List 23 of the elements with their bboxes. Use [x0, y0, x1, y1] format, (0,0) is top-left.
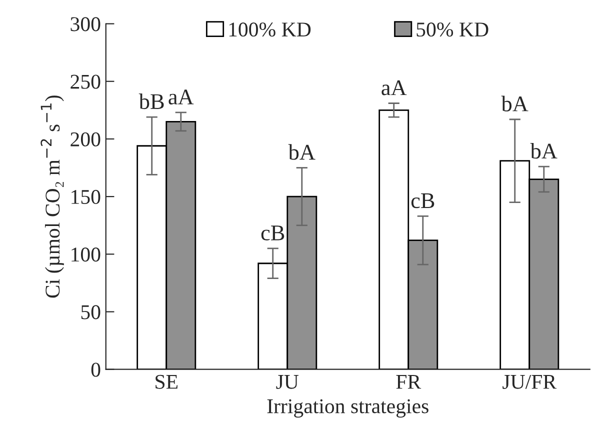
data-label: cB	[261, 226, 284, 240]
x-tick-label: JU	[276, 375, 299, 389]
x-tick-label: JU/FR	[502, 374, 557, 389]
legend-label: 50% KD	[416, 22, 488, 37]
data-label: cB	[411, 193, 434, 208]
legend-label: 100% KD	[229, 22, 311, 37]
x-axis-title: Irrigation strategies	[267, 399, 428, 418]
y-axis-title: Ci (µmol CO₂ m$^{−2}$ s$^{−1}$)	[40, 96, 64, 298]
data-label: bB	[138, 93, 164, 110]
data-label: bA	[501, 96, 528, 112]
y-tick-label: 200	[70, 132, 100, 146]
x-tick-label: SE	[156, 374, 178, 389]
y-tick-label: 0	[91, 362, 100, 377]
data-label: aA	[168, 90, 194, 104]
y-tick-label: 250	[70, 74, 100, 89]
data-label: bA	[288, 144, 316, 160]
y-tick-label: 150	[72, 190, 100, 204]
data-label: aA	[382, 80, 407, 96]
y-tick-label: 50	[81, 305, 100, 320]
y-tick-label: 100	[72, 248, 100, 262]
x-tick-label: FR	[396, 375, 422, 389]
y-tick-label: 300	[70, 17, 100, 32]
data-label: bA	[530, 143, 558, 159]
